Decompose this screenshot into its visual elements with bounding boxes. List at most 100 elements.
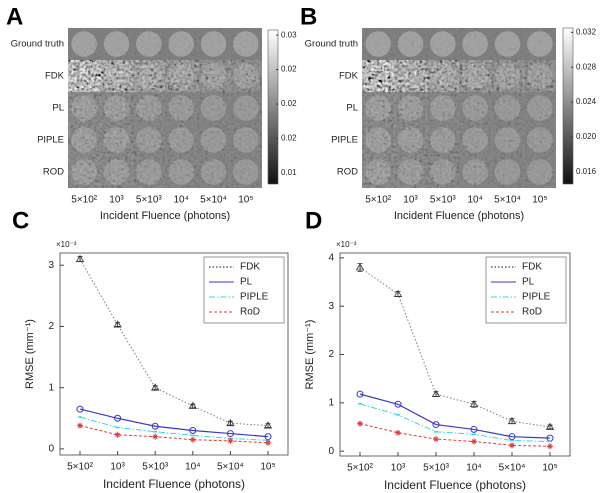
legend-label: PIPLE [522, 292, 551, 303]
noise [523, 92, 556, 124]
colorbar-tick-label: 0.03 [281, 30, 297, 39]
noise [100, 28, 133, 60]
noise [362, 60, 395, 92]
noise [426, 156, 459, 188]
x-tick-label: 10³ [391, 463, 406, 474]
marker [77, 422, 83, 429]
noise [459, 124, 492, 156]
noise [229, 92, 262, 124]
error-bar [547, 424, 553, 430]
series-line [79, 258, 269, 427]
legend-label: RoD [240, 307, 260, 318]
colorbar [562, 27, 574, 185]
noise [132, 156, 165, 188]
marker [75, 254, 85, 263]
noise [68, 28, 101, 60]
error-bar [265, 423, 271, 428]
y-axis-title: RMSE (mm⁻¹) [304, 320, 316, 390]
series-line [79, 408, 269, 438]
row-label: ROD [337, 167, 358, 178]
panel-letter: C [12, 207, 29, 234]
marker [508, 433, 516, 441]
noise [197, 92, 230, 124]
x-tick-label: 10⁵ [542, 463, 557, 474]
noise [362, 156, 395, 188]
y-tick-label: 4 [328, 252, 334, 263]
marker [265, 439, 271, 446]
row-label: Ground truth [11, 39, 64, 50]
noise [229, 156, 262, 188]
marker [189, 436, 196, 443]
row-label: FDK [339, 71, 359, 82]
marker [113, 320, 122, 328]
noise [100, 156, 133, 188]
noise [229, 124, 262, 156]
marker [547, 443, 553, 450]
x-tick-label: 10⁴ [185, 462, 200, 473]
noise [394, 156, 427, 188]
x-tick-label: 10⁵ [532, 195, 547, 206]
noise [100, 124, 133, 156]
marker [357, 420, 363, 427]
y-tick-label: 0 [48, 444, 54, 455]
marker [393, 289, 403, 297]
colorbar-tick-label: 0.028 [576, 62, 597, 71]
legend-box [203, 256, 285, 324]
y-axis-title: RMSE (mm⁻¹) [24, 319, 36, 389]
legend-label: PL [240, 277, 253, 288]
x-tick-label: 10⁵ [238, 195, 253, 206]
marker [114, 414, 122, 422]
marker [509, 442, 515, 449]
noise [165, 156, 198, 188]
noise [426, 60, 459, 92]
x-tick-label: 5×10³ [430, 195, 457, 206]
y-tick-label: 0 [328, 446, 334, 457]
x-tick-label: 10⁴ [173, 195, 188, 206]
noise [100, 60, 133, 92]
y-tick-label: 3 [328, 301, 334, 312]
row-label: PL [52, 103, 64, 114]
x-tick-label: 10⁴ [467, 195, 482, 206]
x-tick-label: 10⁴ [466, 463, 481, 474]
x-axis-title: Incident Fluence (photons) [100, 210, 230, 222]
row-label: PIPLE [37, 135, 64, 146]
marker [263, 421, 273, 429]
noise [197, 60, 230, 92]
noise [426, 28, 459, 60]
series-line [359, 423, 551, 447]
marker [470, 425, 478, 433]
marker [507, 416, 517, 425]
noise [459, 92, 492, 124]
noise [523, 60, 556, 92]
noise [68, 92, 101, 124]
x-tick-label: 5×10⁴ [499, 463, 526, 474]
noise [459, 28, 492, 60]
legend-box [485, 256, 567, 324]
panel-letter: A [6, 3, 23, 30]
noise [165, 60, 198, 92]
marker [433, 436, 439, 443]
noise [491, 124, 524, 156]
row-label: Ground truth [305, 39, 358, 50]
noise [197, 156, 230, 188]
series-line [359, 267, 551, 428]
noise [229, 60, 262, 92]
marker [114, 431, 121, 438]
y-tick-label: 2 [328, 349, 334, 360]
y-multiplier: ×10⁻³ [336, 240, 357, 249]
error-bar [152, 385, 158, 390]
error-bar [227, 420, 233, 426]
x-tick-label: 5×10³ [142, 462, 169, 473]
y-tick-label: 2 [48, 321, 54, 332]
row-label: PL [346, 103, 358, 114]
legend-label: FDK [240, 262, 260, 273]
legend-label: PL [522, 277, 535, 288]
colorbar-tick-label: 0.02 [281, 65, 297, 74]
x-tick-label: 5×10² [71, 195, 98, 206]
marker [469, 399, 479, 408]
marker [395, 429, 401, 436]
marker [189, 427, 197, 435]
colorbar-tick-label: 0.024 [576, 97, 597, 106]
marker [188, 401, 197, 409]
x-axis-title: Incident Fluence (photons) [394, 210, 524, 222]
